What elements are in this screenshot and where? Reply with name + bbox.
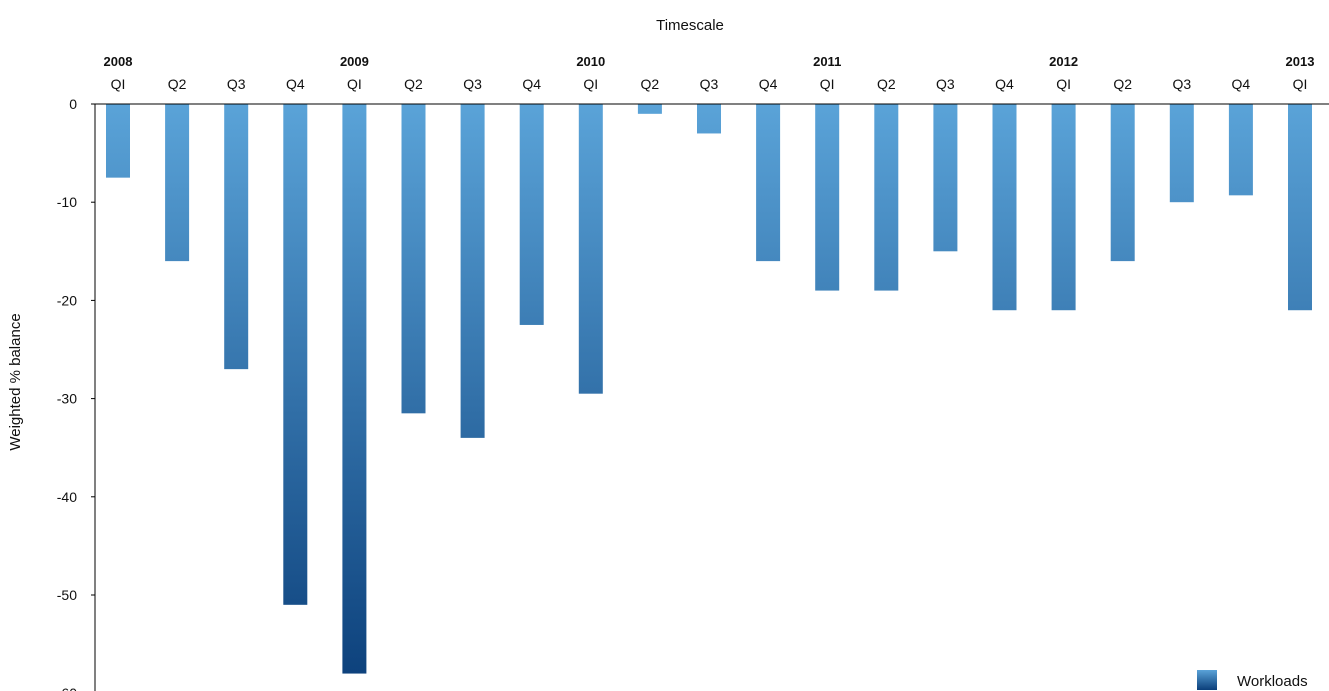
bar: [401, 104, 426, 414]
y-tick-label: -20: [57, 292, 77, 308]
year-label: 2012: [1049, 54, 1078, 69]
x-tick-label: Q2: [168, 76, 187, 92]
bar: [874, 104, 899, 291]
bar: [815, 104, 840, 291]
bar: [460, 104, 485, 438]
bars: [106, 104, 1312, 674]
bar: [224, 104, 249, 370]
x-tick-label: QI: [347, 76, 362, 92]
year-label: 2008: [104, 54, 133, 69]
legend-swatch: [1197, 670, 1217, 690]
bar: [1110, 104, 1135, 262]
bar: [1228, 104, 1253, 196]
bar: [992, 104, 1017, 311]
bar: [342, 104, 367, 674]
x-tick-label: Q4: [1232, 76, 1251, 92]
bar: [165, 104, 190, 262]
y-tick-label: -40: [57, 489, 77, 505]
x-tick-label: Q2: [641, 76, 660, 92]
x-tick-label: Q2: [404, 76, 423, 92]
y-axis-label: Weighted % balance: [7, 313, 24, 450]
y-tick-label: 0: [69, 96, 77, 112]
legend-label: Workloads: [1237, 673, 1308, 690]
y-axis: 0 -10 -20 -30 -40 -50 -60: [57, 96, 95, 691]
x-tick-label: Q2: [1113, 76, 1132, 92]
x-tick-label: QI: [820, 76, 835, 92]
x-tick-label: Q3: [227, 76, 246, 92]
legend: Workloads: [1197, 670, 1308, 690]
x-tick-label: Q3: [936, 76, 955, 92]
x-tick-label: QI: [583, 76, 598, 92]
y-tick-label: -30: [57, 391, 77, 407]
chart-title: Timescale: [656, 17, 724, 34]
year-label: 2010: [576, 54, 605, 69]
bar: [519, 104, 544, 325]
bar: [283, 104, 308, 605]
x-tick-label: Q4: [759, 76, 778, 92]
bar: [578, 104, 603, 394]
x-axis-labels: QI 2008 Q2 Q3 Q4 QI 2009 Q2 Q3 Q4 QI 2010 Q2 Q3 Q4 QI 20…: [104, 54, 1315, 92]
x-tick-label: Q4: [522, 76, 541, 92]
bar: [1169, 104, 1194, 203]
x-tick-label: Q3: [700, 76, 719, 92]
x-tick-label: Q2: [877, 76, 896, 92]
x-tick-label: Q3: [1172, 76, 1191, 92]
x-tick-label: Q4: [995, 76, 1014, 92]
y-tick-label: -50: [57, 587, 77, 603]
bar: [637, 104, 662, 114]
x-tick-label: QI: [1056, 76, 1071, 92]
y-tick-label: -60: [57, 685, 77, 691]
year-label: 2011: [813, 54, 841, 69]
x-tick-label: QI: [111, 76, 126, 92]
year-label: 2013: [1286, 54, 1315, 69]
bar: [1288, 104, 1312, 311]
bar: [756, 104, 781, 262]
x-tick-label: Q3: [463, 76, 482, 92]
bar: [933, 104, 958, 252]
year-label: 2009: [340, 54, 369, 69]
bar: [697, 104, 721, 134]
x-tick-label: Q4: [286, 76, 305, 92]
bar: [1051, 104, 1076, 311]
x-tick-label: QI: [1293, 76, 1308, 92]
bar: [106, 104, 130, 178]
y-tick-label: -10: [57, 194, 77, 210]
